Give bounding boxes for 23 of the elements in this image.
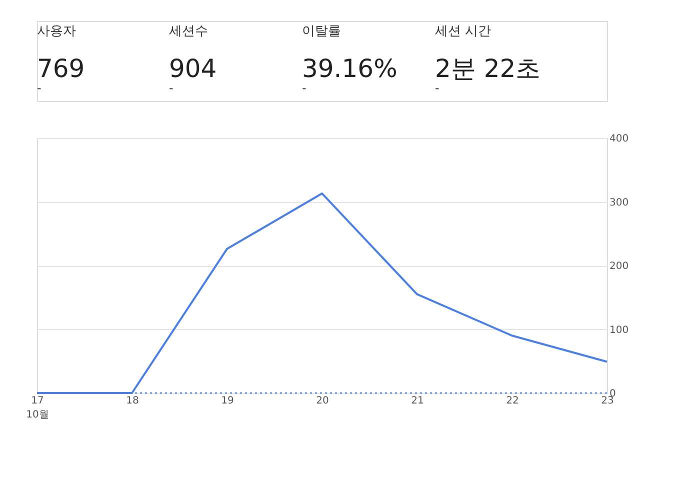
x-tick-label: 20 <box>316 396 329 406</box>
x-tick-label: 21 <box>411 396 424 406</box>
text: 39.16% <box>302 54 398 83</box>
y-tick-label: 100 <box>610 324 629 336</box>
x-tick-label: 17 10월 <box>26 396 49 420</box>
text: 사용자 <box>37 24 76 39</box>
x-tick-label: 18 <box>126 396 139 406</box>
y-tick-label: 300 <box>610 197 629 208</box>
x-tick-label: 19 <box>221 396 234 406</box>
text: 2분 22초 <box>435 54 541 83</box>
text: 769 <box>37 54 85 83</box>
text: 세션 시간 <box>435 24 492 39</box>
x-tick-label: 23 <box>601 396 614 406</box>
text: 세션수 <box>169 24 208 39</box>
y-tick-label: 400 <box>610 134 629 144</box>
text: - <box>37 81 42 95</box>
text: 904 <box>169 54 217 83</box>
x-tick-label: 22 <box>506 396 519 406</box>
text: 이탈률 <box>302 24 341 39</box>
y-tick-label: 200 <box>610 261 629 272</box>
text: - <box>169 81 174 95</box>
text: - <box>302 81 306 95</box>
text: - <box>435 81 440 95</box>
